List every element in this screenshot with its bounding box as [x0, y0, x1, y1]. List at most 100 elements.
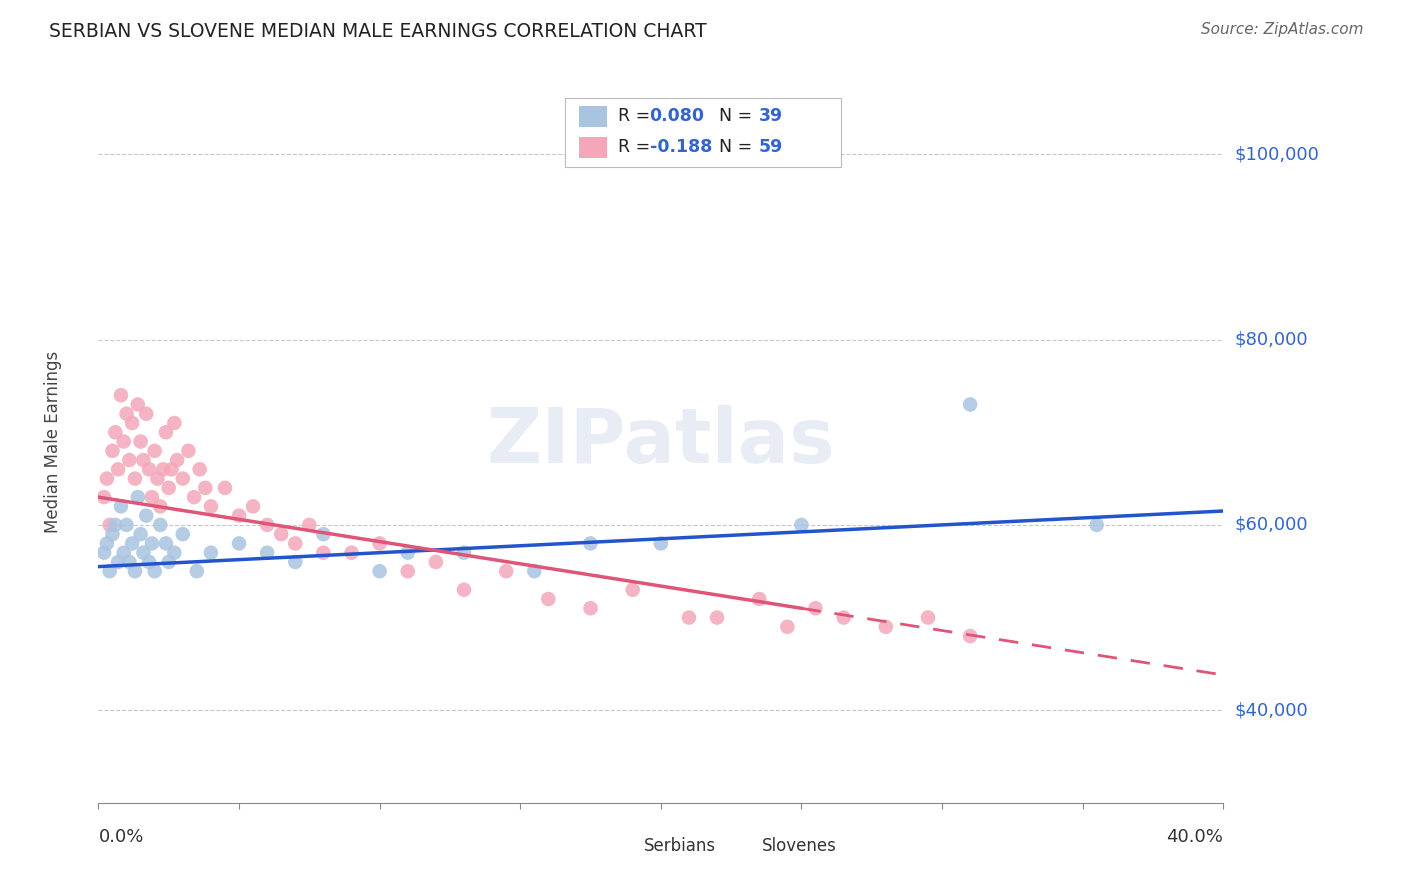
Point — [93, 490, 115, 504]
Point — [284, 536, 307, 550]
Point — [163, 546, 186, 560]
Text: R =: R = — [619, 107, 655, 126]
Point — [160, 462, 183, 476]
Text: 40.0%: 40.0% — [1167, 828, 1223, 847]
Point — [1085, 517, 1108, 532]
Point — [186, 564, 208, 578]
Point — [104, 517, 127, 532]
Point — [101, 527, 124, 541]
Point — [143, 564, 166, 578]
Point — [284, 555, 307, 569]
Point — [790, 517, 813, 532]
Point — [155, 425, 177, 440]
Point — [368, 536, 391, 550]
Point — [214, 481, 236, 495]
Point — [832, 610, 855, 624]
Point — [228, 508, 250, 523]
Point — [93, 546, 115, 560]
Point — [194, 481, 217, 495]
Point — [242, 500, 264, 514]
Point — [340, 546, 363, 560]
Point — [124, 472, 146, 486]
Point — [98, 517, 121, 532]
Point — [298, 517, 321, 532]
Point — [453, 546, 475, 560]
Text: R =: R = — [619, 138, 655, 156]
Point — [121, 536, 143, 550]
Point — [396, 564, 419, 578]
Point — [141, 490, 163, 504]
Point — [270, 527, 292, 541]
Text: -0.188: -0.188 — [650, 138, 711, 156]
Point — [129, 527, 152, 541]
Point — [256, 517, 278, 532]
Point — [368, 564, 391, 578]
Point — [495, 564, 517, 578]
Point — [200, 500, 222, 514]
Point — [959, 397, 981, 411]
Point — [678, 610, 700, 624]
FancyBboxPatch shape — [579, 136, 607, 158]
Point — [172, 527, 194, 541]
Point — [523, 564, 546, 578]
Point — [112, 434, 135, 449]
Point — [115, 407, 138, 421]
Point — [959, 629, 981, 643]
FancyBboxPatch shape — [610, 838, 636, 855]
Point — [425, 555, 447, 569]
Point — [706, 610, 728, 624]
Text: 0.080: 0.080 — [650, 107, 704, 126]
Point — [107, 555, 129, 569]
Point — [143, 443, 166, 458]
Point — [155, 536, 177, 550]
Point — [146, 472, 169, 486]
Point — [132, 546, 155, 560]
Point — [312, 546, 335, 560]
Point — [917, 610, 939, 624]
FancyBboxPatch shape — [728, 838, 754, 855]
Point — [112, 546, 135, 560]
Text: Source: ZipAtlas.com: Source: ZipAtlas.com — [1201, 22, 1364, 37]
Point — [157, 555, 180, 569]
Point — [110, 388, 132, 402]
Point — [579, 601, 602, 615]
Text: ZIPatlas: ZIPatlas — [486, 405, 835, 478]
Point — [804, 601, 827, 615]
Point — [127, 397, 149, 411]
Point — [166, 453, 188, 467]
Point — [579, 536, 602, 550]
Point — [118, 453, 141, 467]
Point — [172, 472, 194, 486]
Point — [875, 620, 897, 634]
Point — [107, 462, 129, 476]
Point — [152, 462, 174, 476]
Point — [135, 508, 157, 523]
Point — [132, 453, 155, 467]
Point — [163, 416, 186, 430]
Point — [141, 536, 163, 550]
Point — [256, 546, 278, 560]
Point — [98, 564, 121, 578]
Point — [110, 500, 132, 514]
Text: Slovenes: Slovenes — [762, 838, 837, 855]
Point — [138, 462, 160, 476]
Text: 59: 59 — [759, 138, 783, 156]
Point — [537, 592, 560, 607]
Point — [127, 490, 149, 504]
Text: $60,000: $60,000 — [1234, 516, 1308, 534]
Point — [748, 592, 770, 607]
Text: 39: 39 — [759, 107, 783, 126]
Text: $80,000: $80,000 — [1234, 331, 1308, 349]
Point — [396, 546, 419, 560]
Point — [453, 582, 475, 597]
Point — [177, 443, 200, 458]
Point — [650, 536, 672, 550]
Point — [200, 546, 222, 560]
Point — [115, 517, 138, 532]
Text: $100,000: $100,000 — [1234, 145, 1319, 163]
Text: N =: N = — [709, 107, 758, 126]
Point — [157, 481, 180, 495]
Point — [118, 555, 141, 569]
Point — [149, 517, 172, 532]
Point — [121, 416, 143, 430]
